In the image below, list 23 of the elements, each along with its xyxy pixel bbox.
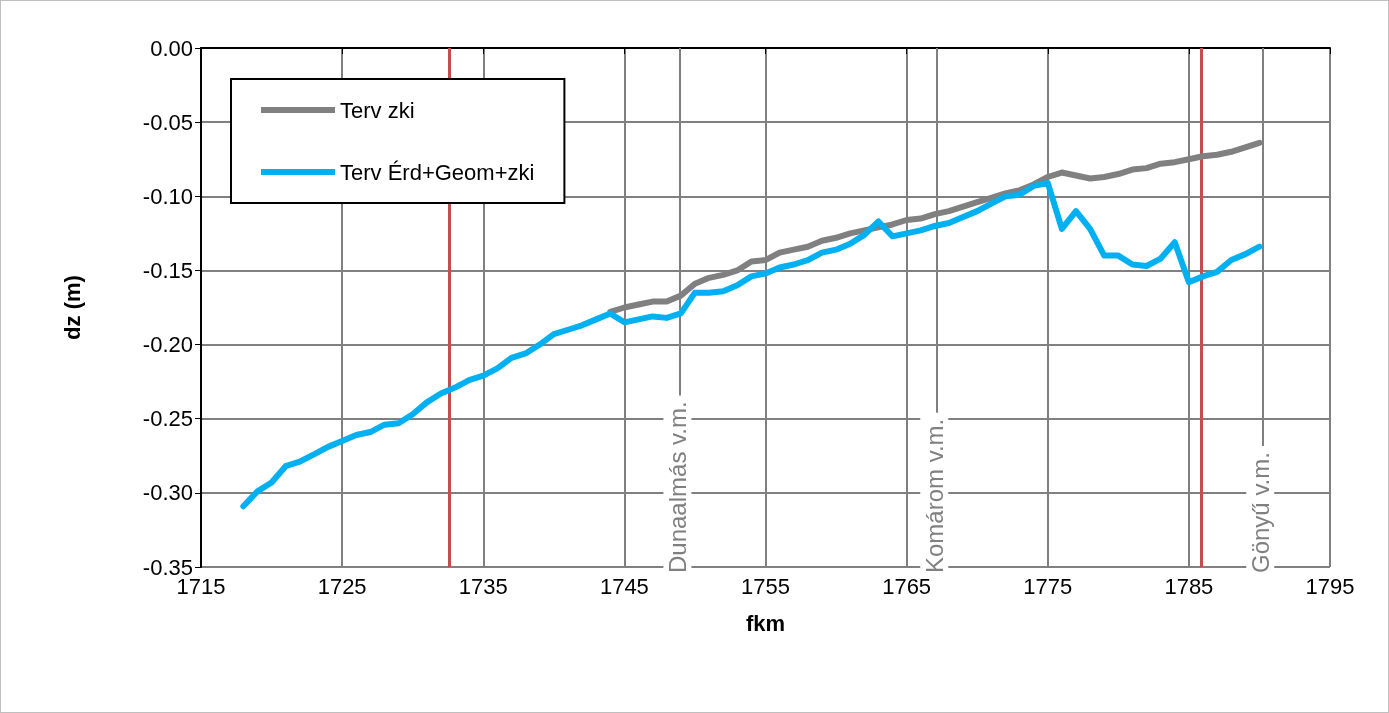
ref-line-label: Gönyű v.m.	[1246, 452, 1274, 573]
y-tick-label: -0.25	[142, 406, 193, 432]
y-tick-label: -0.20	[142, 332, 193, 358]
x-tick-label: 1725	[317, 573, 367, 599]
ref-line-label: Dunaalmás v.m.	[663, 401, 691, 573]
x-tick-label: 1775	[1023, 573, 1073, 599]
y-tick-label: -0.10	[142, 183, 193, 209]
x-tick-label: 1785	[1164, 573, 1214, 599]
legend-label: Terv zki	[340, 97, 415, 123]
legend-label: Terv Érd+Geom+zki	[340, 159, 535, 185]
x-axis-title: fkm	[745, 610, 786, 636]
x-tick-label: 1765	[882, 573, 932, 599]
ref-line-label: Komárom v.m.	[920, 418, 948, 573]
y-tick-label: -0.30	[142, 480, 193, 506]
x-tick-label: 1755	[741, 573, 790, 599]
x-tick-label: 1745	[599, 573, 649, 599]
y-tick-label: -0.05	[142, 109, 193, 135]
y-tick-label: -0.35	[142, 554, 193, 580]
y-axis-title: dz (m)	[59, 275, 85, 340]
y-tick-label: -0.15	[142, 257, 193, 283]
y-tick-label: 0.00	[150, 35, 193, 61]
x-tick-label: 1795	[1305, 573, 1355, 599]
x-tick-label: 1735	[458, 573, 508, 599]
